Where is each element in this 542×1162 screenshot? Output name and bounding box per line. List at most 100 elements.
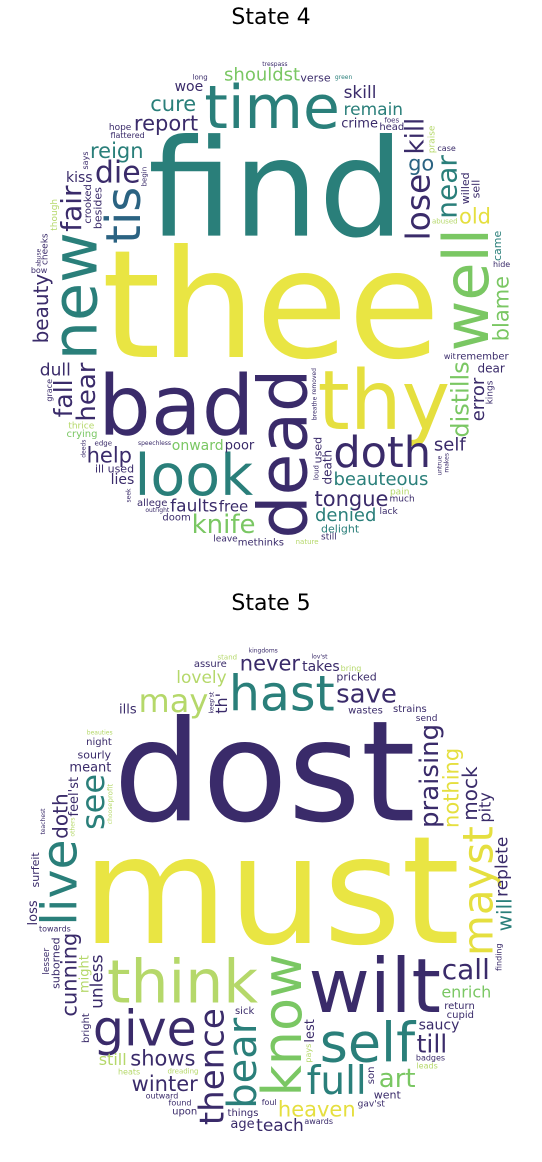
word-cupid: cupid: [447, 1010, 474, 1021]
word-old: old: [459, 205, 491, 229]
word-give: give: [93, 1001, 197, 1058]
word-help: help: [87, 443, 132, 467]
word-denied: denied: [315, 505, 376, 526]
word-dear: dear: [478, 361, 505, 375]
word-art: art: [379, 1064, 416, 1094]
word-lack: lack: [380, 507, 399, 517]
word-unless: unless: [88, 954, 108, 1009]
word-wastes: wastes: [348, 706, 383, 717]
word-lest: lest: [303, 1019, 318, 1042]
word-thrice: thrice: [68, 421, 94, 431]
word-see: see: [74, 774, 112, 830]
word-may: may: [139, 682, 209, 720]
chart-title: State 4: [231, 5, 311, 30]
word-pity: pity: [475, 792, 494, 822]
word-green: green: [335, 74, 353, 81]
word-assure: assure: [194, 659, 227, 670]
word-praise: praise: [427, 125, 437, 153]
word-loud: loud: [313, 465, 321, 480]
word-thee: thee: [102, 219, 440, 393]
word-strains: strains: [393, 704, 427, 715]
word-crooked: crooked: [83, 184, 94, 224]
word-still: still: [321, 532, 337, 542]
word-tongue: tongue: [315, 487, 389, 511]
word-dull: dull: [40, 360, 71, 380]
word-removed: removed: [311, 368, 318, 395]
word-went: went: [374, 1089, 402, 1102]
word-free: free: [219, 498, 249, 516]
word-kingdoms: kingdoms: [249, 648, 278, 655]
word-beauties: beauties: [87, 730, 113, 737]
word-still: still: [99, 1050, 127, 1069]
word-know: know: [251, 954, 314, 1097]
word-bow: bow: [31, 266, 48, 275]
word-ills: ills: [119, 703, 137, 718]
word-sourly: sourly: [78, 749, 112, 762]
word-till: till: [417, 1030, 448, 1059]
word-seek: seek: [125, 488, 132, 503]
word-teach: teach: [256, 1116, 304, 1136]
word-kill: kill: [401, 118, 431, 155]
word-distills: distills: [447, 361, 475, 437]
word-kiss: kiss: [66, 170, 93, 186]
word-reign: reign: [90, 139, 144, 163]
word-cure: cure: [150, 92, 196, 116]
word-verse: verse: [300, 72, 331, 85]
word-allege: allege: [137, 498, 167, 509]
word-heats: heats: [118, 1067, 140, 1076]
word-think: think: [107, 947, 258, 1017]
word-badges: badges: [416, 1054, 445, 1063]
word-replete: replete: [493, 837, 513, 897]
word-edge: edge: [95, 440, 113, 448]
word-long: long: [193, 74, 208, 82]
word-loss: loss: [26, 900, 41, 925]
word-look: look: [135, 443, 254, 509]
word-sick: sick: [235, 1006, 254, 1017]
word-meant: meant: [69, 760, 111, 775]
word-foes: foes: [384, 116, 399, 124]
word-kings: kings: [486, 380, 496, 404]
word-praising: praising: [415, 724, 445, 828]
word-crime: crime: [341, 116, 378, 131]
word-fair: fair: [55, 185, 88, 232]
word-new: new: [39, 232, 112, 360]
word-knife: knife: [192, 510, 256, 540]
wordcloud-panel-state-5: State 5 must dost know think wilt mayst thence…: [0, 586, 542, 1162]
word-wilt: wilt: [308, 942, 440, 1030]
word-case: case: [437, 144, 455, 153]
word-remember: remember: [456, 352, 509, 363]
word-found: found: [169, 1099, 192, 1108]
word-upon: upon: [172, 1106, 197, 1117]
word-bring: bring: [341, 664, 362, 673]
word-must: must: [82, 805, 460, 979]
word-outright: outright: [145, 507, 170, 514]
word-dead: dead: [245, 369, 324, 539]
word-came: came: [491, 231, 504, 262]
word-hear: hear: [72, 362, 102, 421]
word-lesser: lesser: [42, 948, 52, 975]
word-doth: doth: [49, 793, 73, 838]
word-saucy: saucy: [419, 1018, 460, 1034]
word-wit: wit: [444, 352, 456, 361]
wordcloud-panel-state-4: State 4 thee find dead bad thy new well time loo…: [0, 0, 542, 580]
word-abuse: abuse: [36, 248, 43, 266]
word-abused: abused: [432, 218, 458, 226]
word-feel-st: feel'st: [67, 777, 82, 817]
word-error: error: [468, 377, 489, 421]
word-mock: mock: [458, 766, 482, 821]
word-will: will: [493, 898, 517, 931]
word-shows: shows: [130, 1047, 195, 1071]
word-hope: hope: [109, 123, 132, 133]
word-thence: thence: [193, 1008, 233, 1125]
word-untrue: untrue: [437, 455, 444, 475]
word-pain: pain: [390, 487, 409, 497]
word-send: send: [416, 714, 438, 724]
word-choose: choose: [107, 803, 114, 825]
word-speechless: speechless: [138, 440, 171, 447]
word-though: though: [50, 199, 60, 231]
word-save: save: [336, 680, 397, 710]
word-lose: lose: [399, 174, 438, 241]
word-pricked: pricked: [336, 671, 376, 684]
word-self: self: [320, 1011, 417, 1074]
word-hast: hast: [229, 665, 335, 722]
